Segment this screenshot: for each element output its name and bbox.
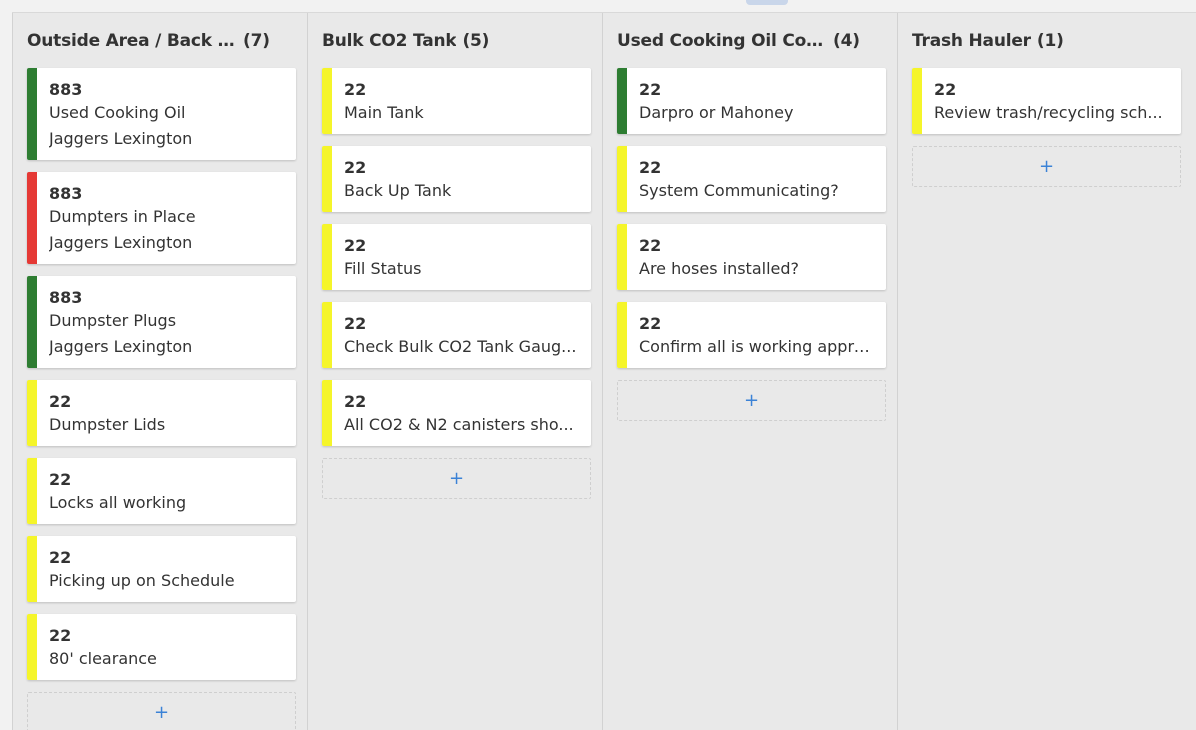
column-title: Trash Hauler <box>912 30 1031 51</box>
card-title: Review trash/recycling sch... <box>934 103 1163 122</box>
card-number: 883 <box>49 184 83 203</box>
task-card[interactable]: 22 Picking up on Schedule <box>27 536 296 602</box>
task-card[interactable]: 22 Darpro or Mahoney <box>617 68 886 134</box>
card-number: 22 <box>639 158 662 177</box>
column-header[interactable]: Trash Hauler (1) <box>912 13 1196 68</box>
column-header[interactable]: Bulk CO2 Tank (5) <box>322 13 602 68</box>
card-number: 22 <box>639 80 662 99</box>
card-title: Locks all working <box>49 493 187 512</box>
task-card[interactable]: 22 Confirm all is working appro... <box>617 302 886 368</box>
status-color-bar <box>617 224 627 290</box>
board-column: Outside Area / Back Dock (7) 883 Used Cooki… <box>12 13 307 730</box>
card-number: 883 <box>49 288 83 307</box>
card-title: Back Up Tank <box>344 181 452 200</box>
status-color-bar <box>27 380 37 446</box>
task-card[interactable]: 22 Back Up Tank <box>322 146 591 212</box>
column-count: (4) <box>833 30 860 51</box>
column-count: (7) <box>243 30 270 51</box>
card-title: Check Bulk CO2 Tank Gaug... <box>344 337 577 356</box>
status-color-bar <box>27 536 37 602</box>
column-title: Bulk CO2 Tank <box>322 30 457 51</box>
card-title: Darpro or Mahoney <box>639 103 794 122</box>
status-color-bar <box>617 302 627 368</box>
card-number: 22 <box>49 548 72 567</box>
board-column: Trash Hauler (1) 22 Review trash/recycling … <box>897 13 1196 730</box>
status-color-bar <box>322 146 332 212</box>
column-header[interactable]: Used Cooking Oil Colle... (4) <box>617 13 897 68</box>
card-title: Dumpters in Place <box>49 207 196 226</box>
card-title: Used Cooking Oil <box>49 103 186 122</box>
task-card[interactable]: 883 Used Cooking Oil Jaggers Lexington <box>27 68 296 160</box>
status-color-bar <box>912 68 922 134</box>
task-card[interactable]: 22 Dumpster Lids <box>27 380 296 446</box>
card-title: Are hoses installed? <box>639 259 800 278</box>
status-color-bar <box>617 68 627 134</box>
card-title: Fill Status <box>344 259 422 278</box>
card-title: Picking up on Schedule <box>49 571 235 590</box>
card-number: 22 <box>344 236 367 255</box>
add-card-button[interactable]: + <box>912 146 1181 187</box>
task-card[interactable]: 22 Check Bulk CO2 Tank Gaug... <box>322 302 591 368</box>
card-number: 22 <box>49 626 72 645</box>
task-card[interactable]: 22 All CO2 & N2 canisters sho... <box>322 380 591 446</box>
board-column: Used Cooking Oil Colle... (4) 22 Darpro or … <box>602 13 897 730</box>
status-color-bar <box>617 146 627 212</box>
column-count: (5) <box>462 30 490 51</box>
status-color-bar <box>27 68 37 160</box>
status-color-bar <box>27 458 37 524</box>
status-color-bar <box>322 224 332 290</box>
column-title: Outside Area / Back Dock <box>27 30 237 51</box>
status-color-bar <box>27 614 37 680</box>
status-color-bar <box>322 302 332 368</box>
card-title: Dumpster Lids <box>49 415 166 434</box>
card-number: 22 <box>639 314 662 333</box>
card-title: Dumpster Plugs <box>49 311 177 330</box>
task-card[interactable]: 22 Main Tank <box>322 68 591 134</box>
board-column: Bulk CO2 Tank (5) 22 Main Tank 22 Back Up Tan… <box>307 13 602 730</box>
column-title: Used Cooking Oil Colle... <box>617 30 827 51</box>
task-card[interactable]: 22 80' clearance <box>27 614 296 680</box>
task-card[interactable]: 22 Locks all working <box>27 458 296 524</box>
card-location: Jaggers Lexington <box>49 129 193 148</box>
column-header[interactable]: Outside Area / Back Dock (7) <box>27 13 307 68</box>
card-number: 22 <box>639 236 662 255</box>
task-card[interactable]: 22 System Communicating? <box>617 146 886 212</box>
task-card[interactable]: 22 Fill Status <box>322 224 591 290</box>
card-title: 80' clearance <box>49 649 157 668</box>
top-toolbar <box>0 0 1196 12</box>
status-color-bar <box>322 380 332 446</box>
card-number: 22 <box>344 314 367 333</box>
card-title: All CO2 & N2 canisters sho... <box>344 415 574 434</box>
column-count: (1) <box>1036 30 1064 51</box>
card-title: Confirm all is working appro... <box>639 337 876 356</box>
status-color-bar <box>27 276 37 368</box>
task-card[interactable]: 883 Dumpster Plugs Jaggers Lexington <box>27 276 296 368</box>
add-card-button[interactable]: + <box>27 692 296 730</box>
add-card-button[interactable]: + <box>617 380 886 421</box>
task-card[interactable]: 883 Dumpters in Place Jaggers Lexington <box>27 172 296 264</box>
card-title: System Communicating? <box>639 181 839 200</box>
status-color-bar <box>27 172 37 264</box>
task-card[interactable]: 22 Are hoses installed? <box>617 224 886 290</box>
card-number: 22 <box>49 392 72 411</box>
card-number: 22 <box>344 392 367 411</box>
card-title: Main Tank <box>344 103 424 122</box>
toolbar-tab-indicator[interactable] <box>746 0 788 5</box>
card-location: Jaggers Lexington <box>49 337 193 356</box>
add-card-button[interactable]: + <box>322 458 591 499</box>
kanban-board: Outside Area / Back Dock (7) 883 Used Cooki… <box>12 12 1196 730</box>
status-color-bar <box>322 68 332 134</box>
card-number: 22 <box>49 470 72 489</box>
card-number: 22 <box>344 158 367 177</box>
card-number: 22 <box>344 80 367 99</box>
task-card[interactable]: 22 Review trash/recycling sch... <box>912 68 1181 134</box>
card-number: 22 <box>934 80 957 99</box>
card-location: Jaggers Lexington <box>49 233 193 252</box>
card-number: 883 <box>49 80 83 99</box>
